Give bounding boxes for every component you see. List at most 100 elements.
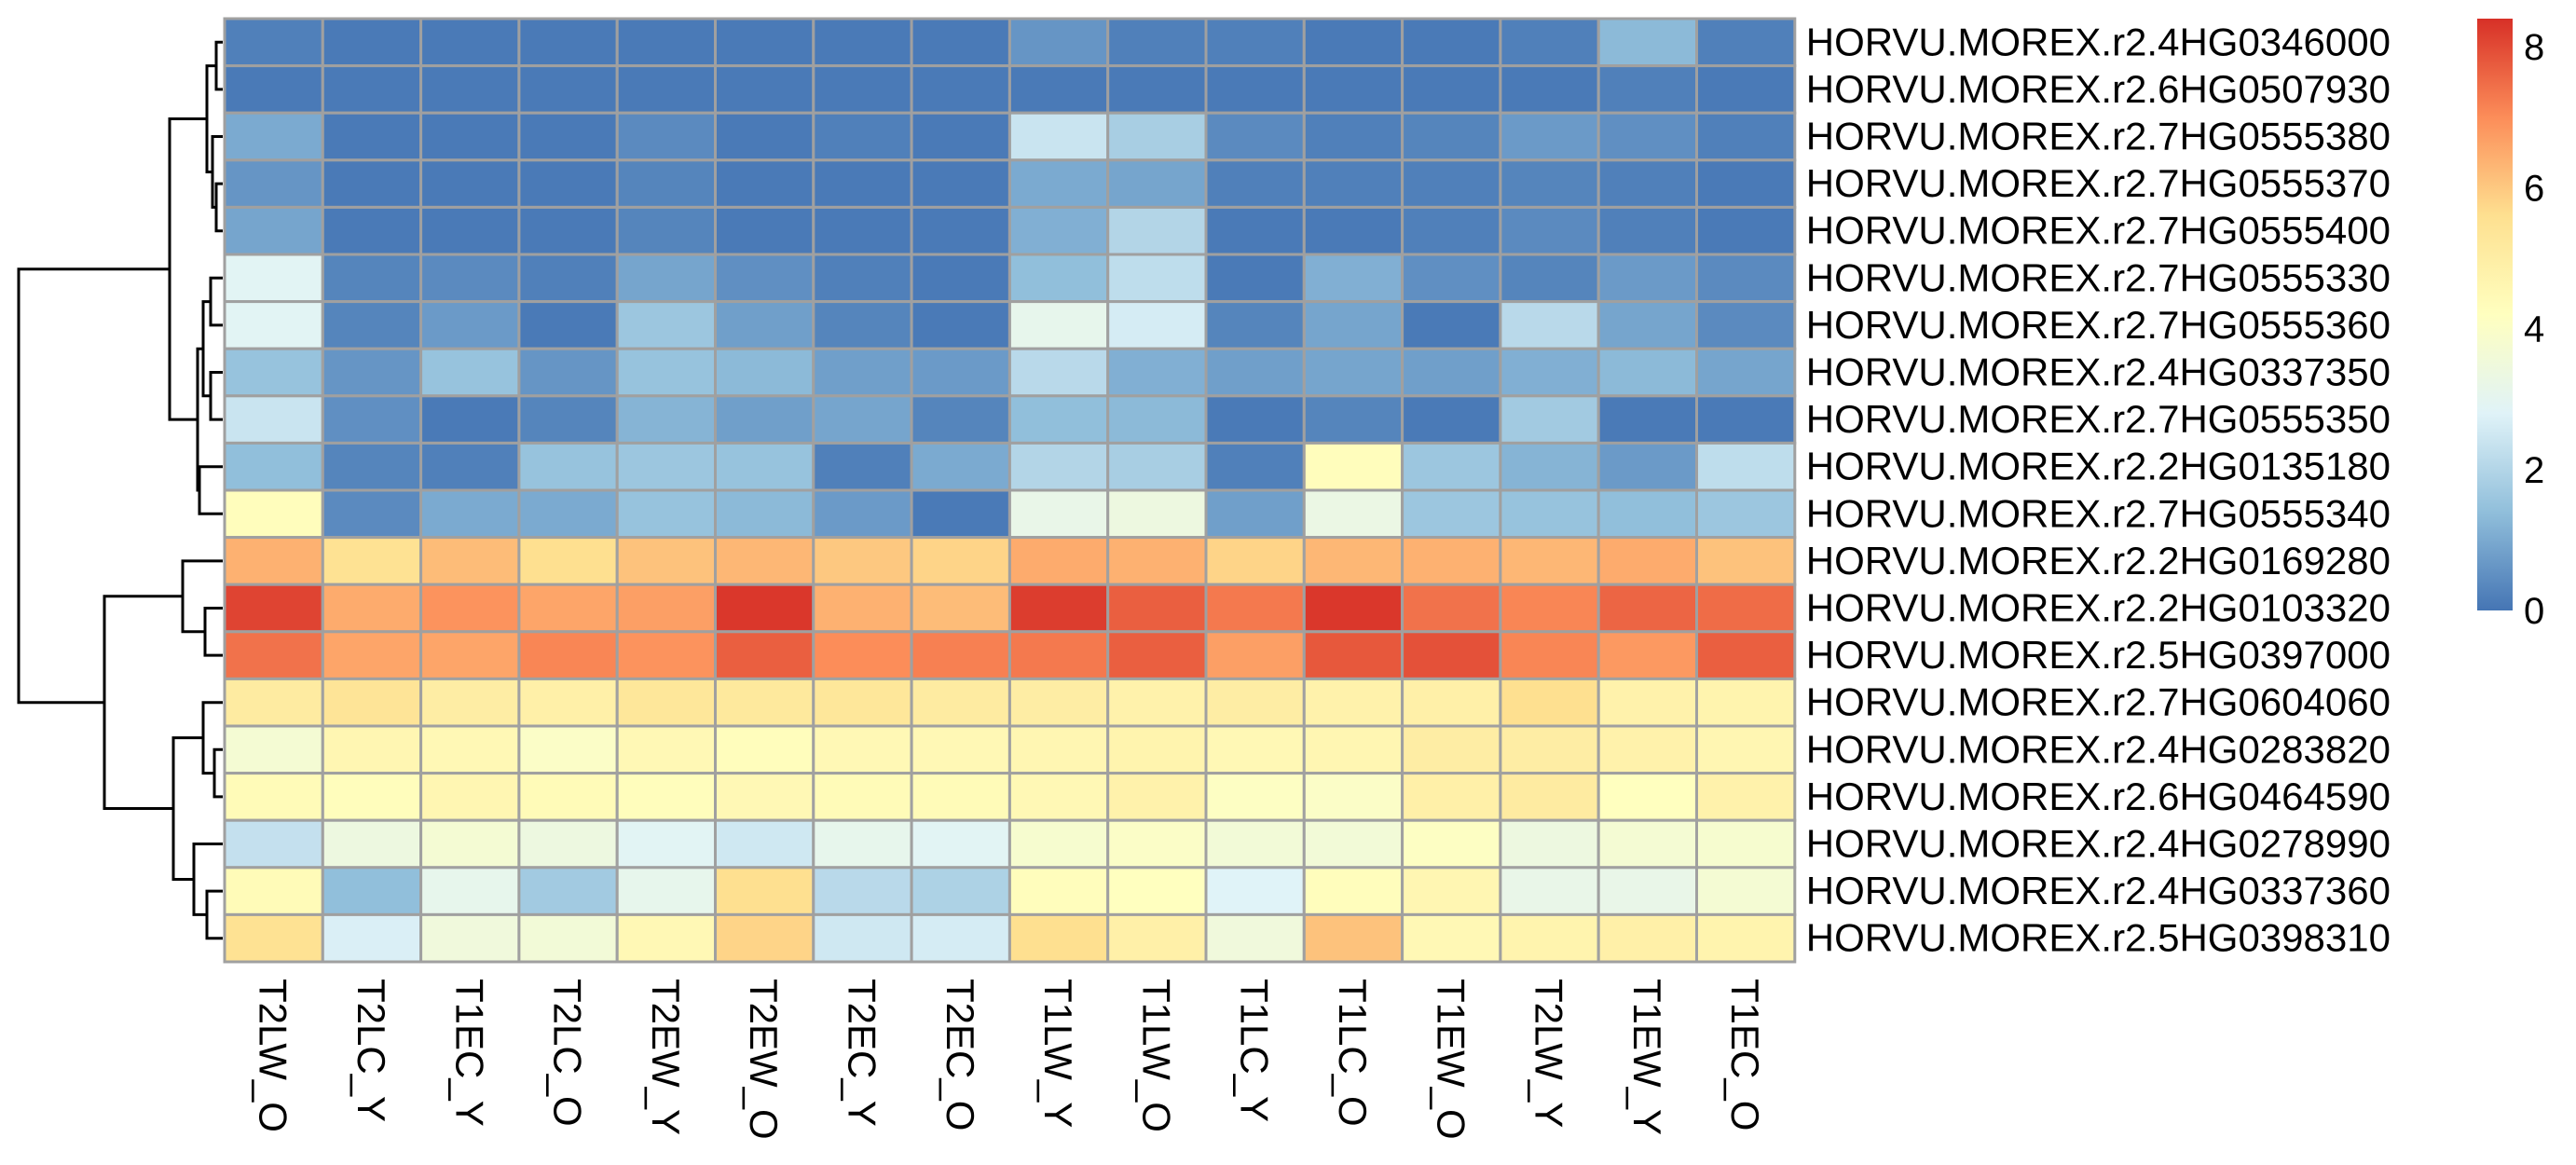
heatmap-cell (1596, 300, 1698, 350)
heatmap-cell (1007, 111, 1110, 162)
heatmap-cell (714, 582, 815, 634)
heatmap-cell (1401, 912, 1502, 964)
row-label: HORVU.MOREX.r2.5HG0398310 (1806, 916, 2391, 960)
heatmap-cell (1499, 582, 1600, 634)
heatmap-cell (1007, 441, 1110, 492)
heatmap-cell (223, 818, 324, 870)
heatmap-cell (910, 17, 1011, 68)
heatmap-cell (1204, 724, 1306, 775)
heatmap-cell (714, 818, 815, 870)
heatmap-cell (1106, 724, 1208, 775)
heatmap-cell (1499, 818, 1600, 870)
heatmap-cell (1007, 347, 1110, 398)
heatmap-cell (714, 347, 815, 398)
heatmap-cell (419, 111, 521, 162)
heatmap-cell (1401, 772, 1502, 822)
heatmap-cell (615, 205, 718, 256)
heatmap-cell (1204, 64, 1306, 115)
row-label: HORVU.MOREX.r2.7HG0555330 (1806, 255, 2391, 299)
column-labels: T2LW_O T2LC_Y T1EC_Y T2LC_O T2EW_Y T2EW_O T2EC… (252, 979, 1768, 1140)
heatmap-cell (1401, 17, 1502, 68)
heatmap-cell (1106, 772, 1208, 822)
heatmap-cell (223, 724, 324, 775)
heatmap-cell (517, 630, 619, 680)
dendrogram-branch (203, 607, 223, 657)
heatmap-cell (223, 912, 324, 964)
column-label: T1LC_Y (1233, 979, 1277, 1122)
row-label: HORVU.MOREX.r2.2HG0103320 (1806, 586, 2391, 630)
heatmap-cell (1204, 205, 1306, 256)
heatmap-cell (910, 394, 1011, 445)
heatmap-cell (812, 347, 913, 398)
heatmap-cell (1302, 253, 1404, 304)
heatmap-cell (615, 488, 718, 540)
heatmap-cell (1596, 772, 1698, 822)
row-label: HORVU.MOREX.r2.4HG0337360 (1806, 869, 2391, 912)
heatmap-cell (910, 253, 1011, 304)
heatmap-cell (910, 158, 1011, 209)
color-legend-ticks: 0 2 4 6 8 (2524, 27, 2544, 632)
heatmap-cell (1007, 300, 1110, 350)
heatmap-cell (1302, 394, 1404, 445)
heatmap-cell (517, 111, 619, 162)
heatmap-cell (517, 772, 619, 822)
dendrogram-branch (209, 371, 223, 421)
heatmap-cell (1106, 111, 1208, 162)
heatmap-cell (1499, 300, 1600, 350)
heatmap-cell (1695, 772, 1797, 822)
heatmap-cell (910, 441, 1011, 492)
heatmap-cell (1007, 394, 1110, 445)
heatmap-cell (910, 347, 1011, 398)
heatmap-cell (1401, 205, 1502, 256)
column-label: T1LW_Y (1036, 979, 1080, 1128)
heatmap-cell (1695, 630, 1797, 680)
heatmap-cell (910, 772, 1011, 822)
row-label: HORVU.MOREX.r2.7HG0555380 (1806, 115, 2391, 158)
heatmap-cell (321, 300, 423, 350)
heatmap-cell (419, 866, 521, 916)
heatmap-cell (321, 158, 423, 209)
heatmap-cell (615, 253, 718, 304)
heatmap-cell (812, 818, 913, 870)
heatmap-cell (223, 253, 324, 304)
heatmap-cell (812, 253, 913, 304)
heatmap-cell (1401, 64, 1502, 115)
row-label: HORVU.MOREX.r2.6HG0464590 (1806, 774, 2391, 818)
heatmap-cell (1106, 818, 1208, 870)
heatmap-cell (1695, 488, 1797, 540)
heatmap-cell (1695, 394, 1797, 445)
heatmap-cell (714, 64, 815, 115)
heatmap-cell (517, 158, 619, 209)
heatmap-cell (1204, 630, 1306, 680)
heatmap-cell (419, 158, 521, 209)
heatmap-cell (321, 441, 423, 492)
column-label: T2LC_O (546, 979, 590, 1127)
heatmap-cell (419, 677, 521, 728)
heatmap-cell (223, 441, 324, 492)
heatmap-cell (812, 866, 913, 916)
heatmap-cell (615, 111, 718, 162)
heatmap-cell (812, 772, 913, 822)
heatmap-cell (1302, 772, 1404, 822)
heatmap-cell (223, 111, 324, 162)
heatmap-cell (1106, 64, 1208, 115)
row-label: HORVU.MOREX.r2.6HG0507930 (1806, 67, 2391, 111)
heatmap-cell (1007, 912, 1110, 964)
heatmap-cell (1302, 347, 1404, 398)
heatmap-cell (1401, 630, 1502, 680)
column-label: T1EW_O (1429, 979, 1473, 1140)
heatmap-cell (517, 582, 619, 634)
heatmap-cell (812, 300, 913, 350)
heatmap-cell (419, 205, 521, 256)
heatmap-cell (615, 347, 718, 398)
heatmap-cell (1106, 158, 1208, 209)
heatmap-cell (321, 253, 423, 304)
heatmap-cell (1302, 818, 1404, 870)
heatmap-cell (1106, 536, 1208, 586)
row-label: HORVU.MOREX.r2.5HG0397000 (1806, 633, 2391, 677)
heatmap-cell (714, 912, 815, 964)
heatmap-cell (1302, 724, 1404, 775)
heatmap-cell (1106, 912, 1208, 964)
heatmap-cell (1499, 677, 1600, 728)
